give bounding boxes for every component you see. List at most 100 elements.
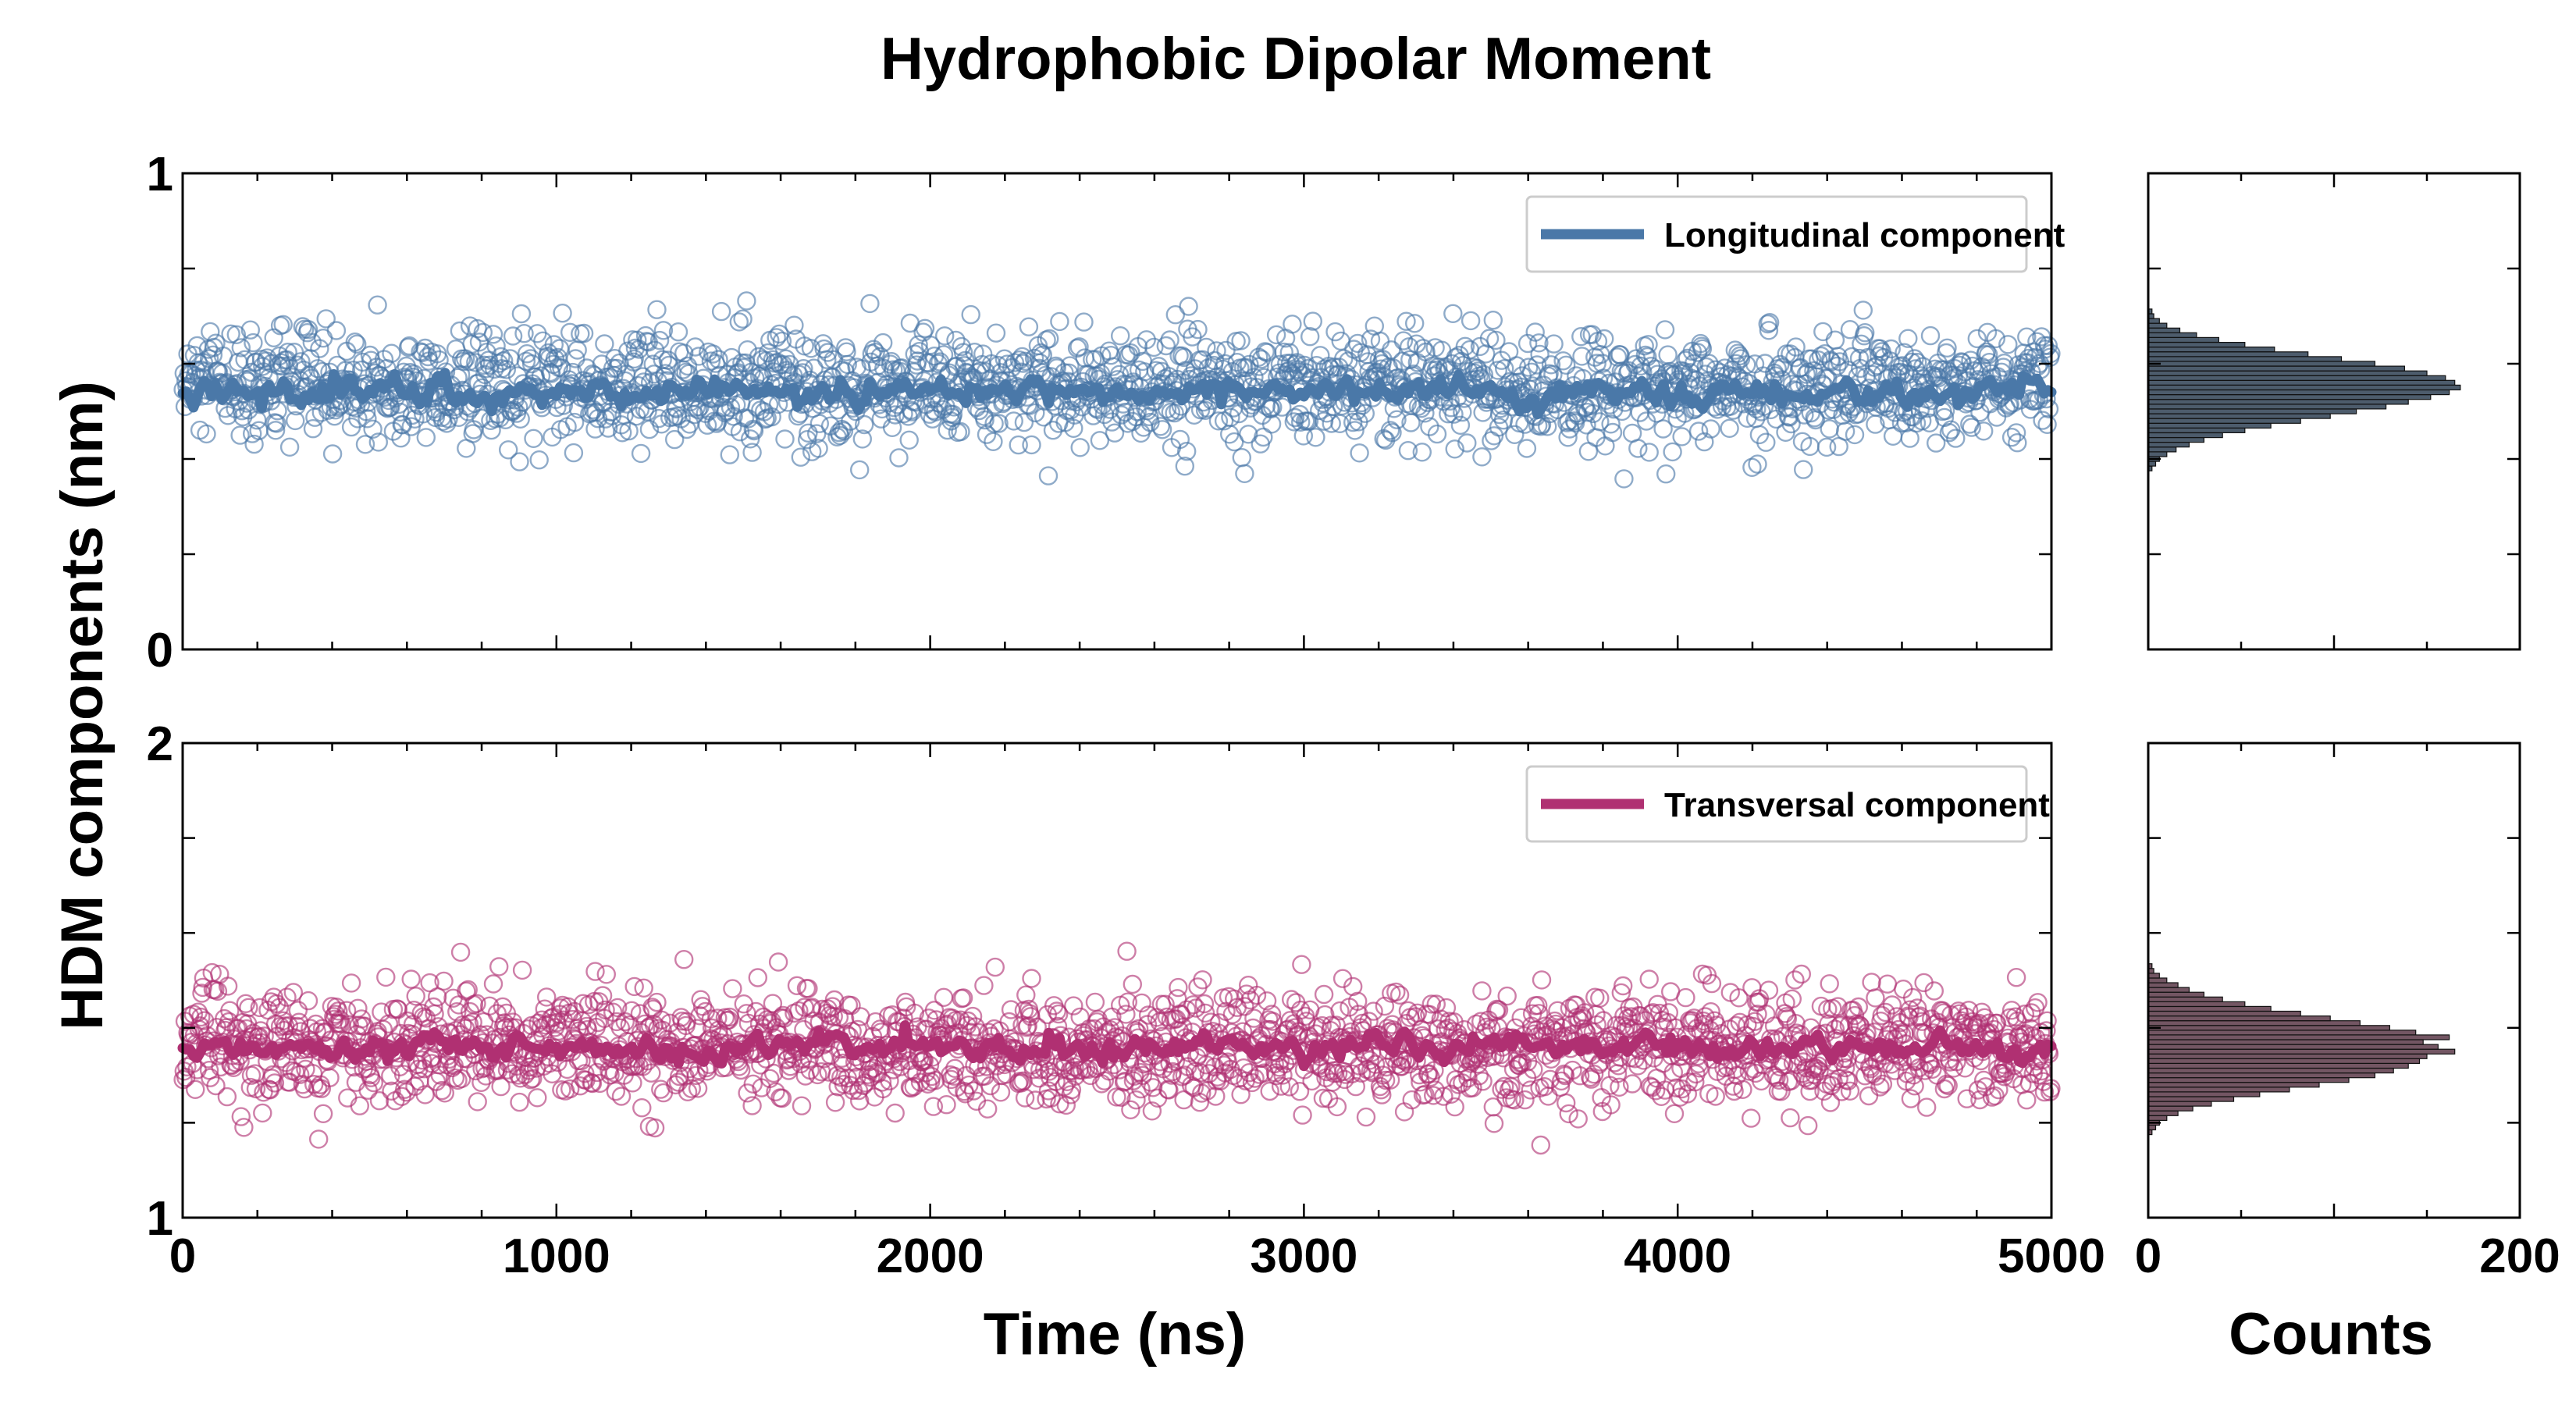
scatter-point xyxy=(537,987,557,1007)
scatter-point xyxy=(1404,314,1425,333)
scatter-point xyxy=(643,354,663,374)
scatter-point xyxy=(688,1079,708,1098)
scatter-point xyxy=(220,1001,240,1020)
scatter-point xyxy=(1881,339,1901,359)
scatter-point xyxy=(544,335,564,354)
scatter-point xyxy=(743,1074,763,1094)
scatter-point xyxy=(595,334,614,354)
scatter-point xyxy=(480,996,500,1016)
scatter-point xyxy=(1748,1005,1767,1024)
scatter-point xyxy=(279,1016,299,1036)
scatter-point xyxy=(1736,355,1756,375)
scatter-point xyxy=(649,330,670,350)
scatter-point xyxy=(446,340,466,359)
scatter-point xyxy=(653,321,674,340)
scatter-point xyxy=(503,326,523,346)
scatter-point xyxy=(2037,1021,2056,1040)
scatter-point xyxy=(424,997,443,1017)
scatter-point xyxy=(1937,338,1957,357)
scatter-point xyxy=(1541,355,1561,375)
scatter-point xyxy=(1840,1081,1860,1101)
scatter-point xyxy=(986,323,1006,343)
scatter-point xyxy=(885,1103,905,1123)
scatter-point xyxy=(774,1008,794,1028)
scatter-point xyxy=(1820,974,1839,994)
scatter-point xyxy=(665,429,685,450)
scatter-point xyxy=(872,1072,892,1092)
scatter-point xyxy=(221,324,240,343)
scatter-point xyxy=(1701,1001,1720,1022)
scatter-point xyxy=(678,356,698,376)
scatter-point xyxy=(1152,420,1172,439)
histogram-bar xyxy=(2147,1062,2409,1069)
scatter-point xyxy=(1537,417,1557,436)
scatter-point xyxy=(1421,994,1442,1014)
scatter-point xyxy=(760,1069,780,1089)
scatter-point xyxy=(1628,439,1648,458)
scatter-point xyxy=(1278,1051,1297,1071)
scatter-point xyxy=(529,450,549,470)
histogram-bar xyxy=(2147,370,2428,376)
scatter-point xyxy=(1716,1066,1736,1086)
scatter-point xyxy=(1636,1023,1656,1044)
scatter-point xyxy=(2017,1090,2037,1110)
scatter-point xyxy=(647,992,667,1012)
scatter-point xyxy=(1090,431,1110,450)
scatter-point xyxy=(1730,1012,1750,1033)
scatter-point xyxy=(899,430,919,450)
scatter-point xyxy=(1613,976,1633,996)
scatter-point xyxy=(1019,317,1039,336)
scatter-point xyxy=(564,443,584,463)
scatter-point xyxy=(407,1033,426,1053)
scatter-point xyxy=(1266,325,1286,345)
scatter-point xyxy=(1143,1078,1163,1097)
scatter-point xyxy=(434,971,454,991)
scatter-point xyxy=(1300,327,1320,347)
scatter-point xyxy=(1236,357,1257,378)
scatter-point xyxy=(192,984,212,1003)
scatter-point xyxy=(1427,424,1447,444)
scatter-point xyxy=(467,994,486,1013)
scatter-point xyxy=(1393,331,1414,350)
scatter-point xyxy=(1690,1058,1710,1078)
scatter-point xyxy=(985,395,1005,414)
scatter-point xyxy=(1986,329,2006,349)
scatter-point xyxy=(1816,437,1837,457)
scatter-point xyxy=(723,979,742,998)
scatter-point xyxy=(1920,325,1941,346)
histogram-frame xyxy=(2147,742,2521,1219)
scatter-point xyxy=(1674,404,1695,423)
scatter-point xyxy=(231,1107,251,1126)
scatter-point xyxy=(1695,432,1714,452)
scatter-point xyxy=(347,334,367,354)
histogram-bar xyxy=(2147,987,2190,993)
scatter-point xyxy=(606,1081,625,1101)
scatter-point xyxy=(1244,368,1264,387)
scatter-point xyxy=(768,952,788,972)
scatter-point xyxy=(1254,427,1273,447)
histogram-bar xyxy=(2147,375,2446,381)
scatter-point xyxy=(596,1000,615,1020)
scatter-point xyxy=(1994,354,2014,373)
scatter-point xyxy=(1759,313,1780,333)
scatter-point xyxy=(1346,1076,1366,1097)
scatter-point xyxy=(409,1059,429,1079)
scatter-point xyxy=(1556,1093,1576,1113)
scatter-point xyxy=(244,333,263,353)
y-axis-label: HDM components (nm) xyxy=(49,381,116,1030)
scatter-point xyxy=(1425,1061,1444,1080)
scatter-point xyxy=(860,293,880,314)
scatter-point xyxy=(837,342,856,361)
scatter-point xyxy=(1179,297,1198,316)
scatter-point xyxy=(1123,974,1143,994)
scatter-point xyxy=(1176,1000,1197,1019)
scatter-point xyxy=(1532,970,1552,990)
scatter-point xyxy=(2022,1003,2041,1023)
histogram-bar xyxy=(2147,1087,2290,1093)
scatter-point xyxy=(194,1011,215,1030)
scatter-point xyxy=(1152,1026,1172,1046)
scatter-point xyxy=(475,365,495,385)
scatter-point xyxy=(1047,1001,1067,1021)
scatter-point xyxy=(708,1008,728,1028)
scatter-point xyxy=(748,968,767,987)
